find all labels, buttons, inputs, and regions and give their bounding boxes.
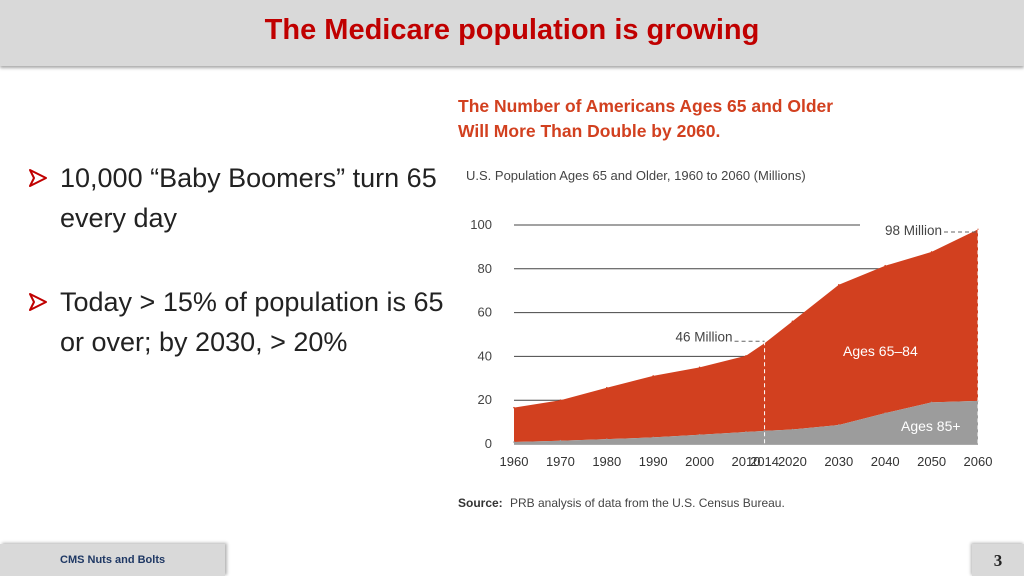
series-label-65-84: Ages 65–84 <box>843 343 918 359</box>
bullet-text: Today > 15% of population is 65 or over;… <box>60 287 444 357</box>
point-ages-65-84 <box>698 366 701 369</box>
point-ages-85-plus <box>606 438 608 440</box>
x-tick-label: 1990 <box>639 454 668 469</box>
series-label-85-plus: Ages 85+ <box>901 418 961 434</box>
bullet-item: Today > 15% of population is 65 or over;… <box>28 282 448 362</box>
x-tick-label: 1970 <box>546 454 575 469</box>
source-text: PRB analysis of data from the U.S. Censu… <box>510 496 785 510</box>
bullet-text: 10,000 “Baby Boomers” turn 65 every day <box>60 163 437 233</box>
point-ages-85-plus <box>763 430 766 432</box>
point-ages-65-84 <box>791 320 794 323</box>
footer-text: CMS Nuts and Bolts <box>60 554 166 566</box>
x-tick-label: 2020 <box>778 454 807 469</box>
page-number: 3 <box>993 551 1003 570</box>
annotation-98-million: 98 Million <box>885 223 942 238</box>
x-tick-label: 2030 <box>824 454 853 469</box>
chart-title: The Number of Americans Ages 65 and Olde… <box>458 96 833 141</box>
x-tick-label: 2040 <box>871 454 900 469</box>
area-ages-65-84 <box>514 229 978 443</box>
x-tick-label: 2010 <box>732 454 761 469</box>
area-ages-85-plus <box>514 400 978 444</box>
y-tick-label: 60 <box>478 305 492 320</box>
point-ages-85-plus <box>838 424 840 426</box>
y-tick-label: 100 <box>470 217 492 232</box>
point-ages-85-plus <box>652 436 654 439</box>
title-bar: The Medicare population is growing <box>0 0 1024 66</box>
point-ages-85-plus <box>513 441 515 443</box>
point-ages-65-84 <box>513 406 515 409</box>
chart-subtitle: U.S. Population Ages 65 and Older, 1960 … <box>466 168 806 183</box>
point-ages-65-84 <box>745 354 747 357</box>
chart-title-line: The Number of Americans Ages 65 and Olde… <box>458 96 833 116</box>
y-tick-label: 80 <box>478 261 492 276</box>
x-tick-label: 2000 <box>685 454 714 469</box>
page-number-box: 3 <box>972 544 1024 576</box>
y-tick-label: 40 <box>478 348 492 363</box>
x-tick-label: 2050 <box>917 454 946 469</box>
x-tick-label: 2060 <box>964 454 993 469</box>
arrow-bullet-icon <box>29 169 47 187</box>
x-tick-label: 1980 <box>592 454 621 469</box>
point-ages-85-plus <box>559 439 562 442</box>
point-ages-65-84 <box>559 399 562 402</box>
bullet-item: 10,000 “Baby Boomers” turn 65 every day <box>28 158 448 238</box>
population-chart: The Number of Americans Ages 65 and Olde… <box>452 88 1012 518</box>
arrow-bullet-icon <box>29 293 47 311</box>
annotation-46-million: 46 Million <box>676 329 733 344</box>
x-tick-label: 1960 <box>500 454 529 469</box>
point-ages-65-84 <box>884 264 886 267</box>
slide-title: The Medicare population is growing <box>264 14 760 46</box>
point-ages-85-plus <box>698 434 701 436</box>
point-ages-65-84 <box>606 386 608 389</box>
point-ages-85-plus <box>745 431 747 433</box>
chart-svg: The Number of Americans Ages 65 and Olde… <box>458 96 993 510</box>
x-tick-label: 2014 <box>750 454 779 469</box>
point-ages-85-plus <box>884 412 886 414</box>
chart-title-line: Will More Than Double by 2060. <box>458 121 720 141</box>
point-ages-65-84 <box>930 251 933 253</box>
point-ages-65-84 <box>652 375 654 377</box>
y-tick-label: 20 <box>478 392 492 407</box>
y-tick-label: 0 <box>485 436 492 451</box>
source-label: Source: <box>458 496 503 510</box>
point-ages-65-84 <box>838 283 840 286</box>
point-ages-85-plus <box>930 401 933 404</box>
footer-tab: CMS Nuts and Bolts <box>0 544 225 576</box>
point-ages-85-plus <box>791 428 794 431</box>
bullet-list: 10,000 “Baby Boomers” turn 65 every day … <box>28 158 448 406</box>
